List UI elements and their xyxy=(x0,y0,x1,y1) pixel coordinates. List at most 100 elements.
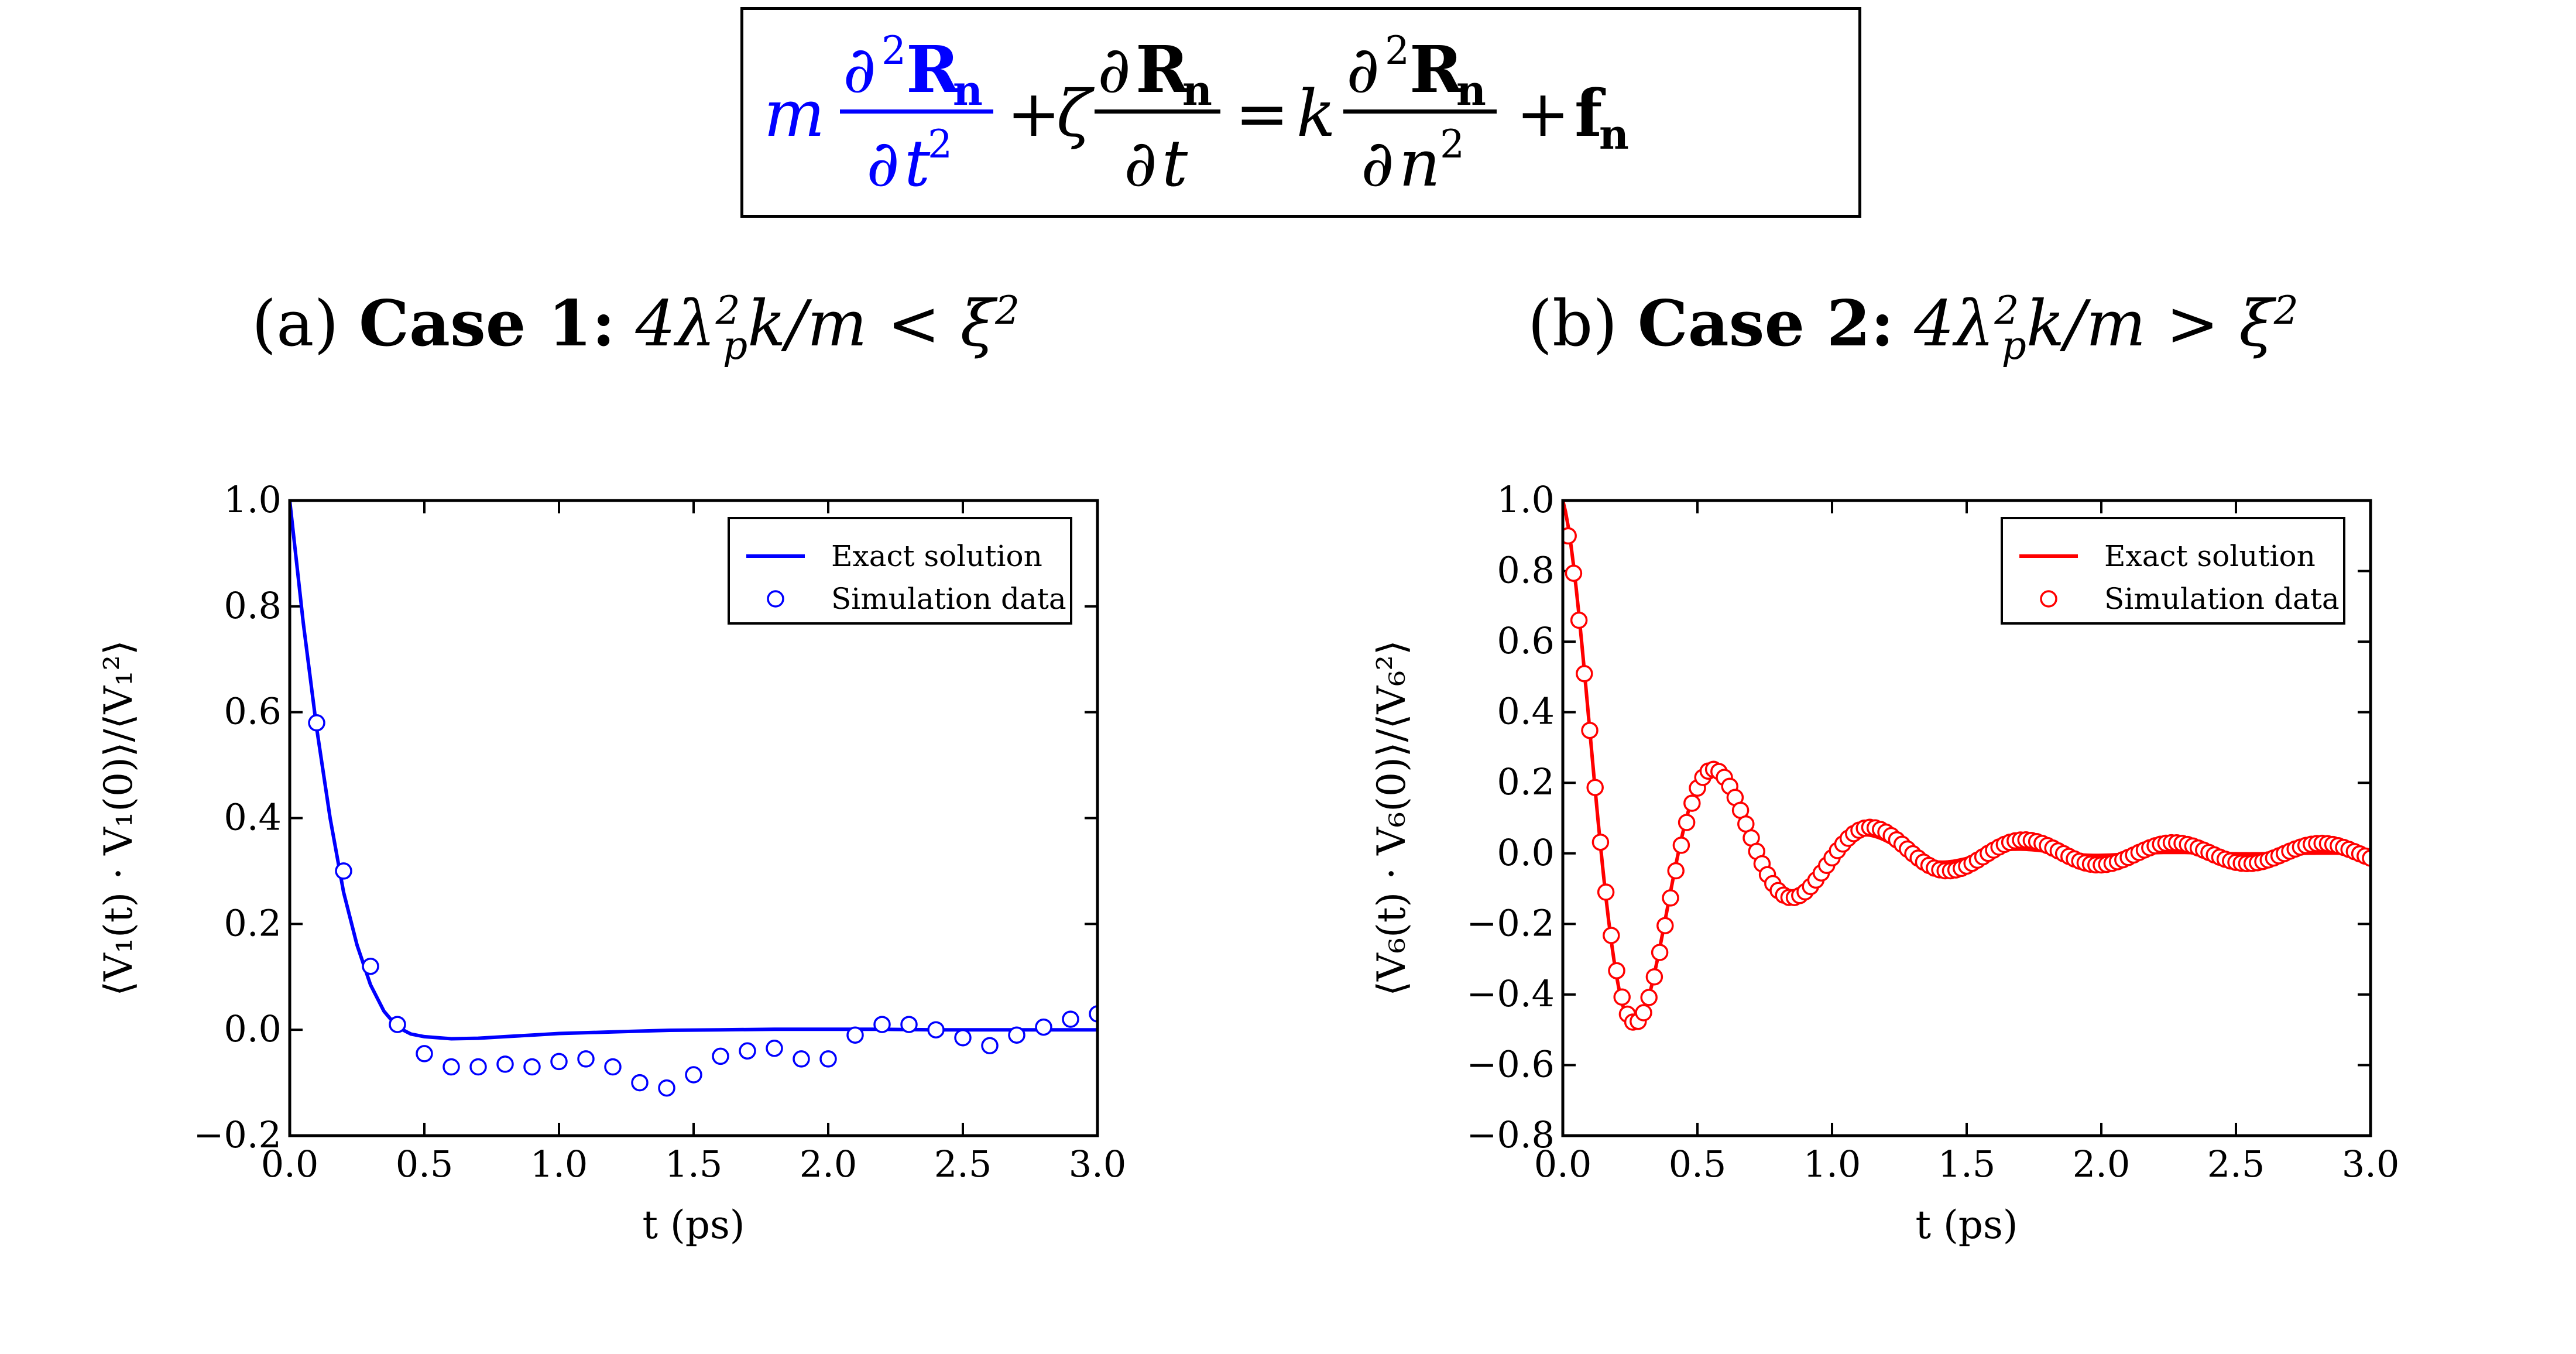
simulation-data-point xyxy=(793,1050,810,1068)
svg-text:2: 2 xyxy=(881,28,906,73)
svg-text:R: R xyxy=(1409,32,1464,107)
simulation-data-point xyxy=(577,1050,595,1068)
simulation-data-point xyxy=(1613,988,1631,1006)
x-tick-label: 3.0 xyxy=(2342,1143,2400,1185)
x-tick-label: 0.0 xyxy=(261,1143,319,1185)
chart-panel-b: 0.0 0.5 1.0 1.5 2.0 2.5 3.0 −0.8 −0.6 −0.4 −0.2 0.0… xyxy=(1369,478,2399,1247)
x-tick-label: 1.0 xyxy=(530,1143,588,1185)
x-tick-label: 1.0 xyxy=(1803,1143,1861,1185)
simulation-data-point xyxy=(1656,917,1674,934)
simulation-data-point xyxy=(1640,989,1658,1006)
y-axis-label: ⟨V₆(t) · V₆(0)⟩/⟨V₆²⟩ xyxy=(1369,640,1414,996)
simulation-data-point xyxy=(1035,1018,1052,1036)
svg-text:R: R xyxy=(906,32,961,107)
simulation-data-point xyxy=(712,1047,729,1065)
svg-text:n: n xyxy=(1182,66,1212,115)
simulation-data-point xyxy=(362,957,379,975)
svg-text:∂: ∂ xyxy=(1361,126,1394,201)
simulation-data-point xyxy=(739,1042,756,1060)
simulation-data-point xyxy=(1062,1010,1079,1028)
simulation-data-point xyxy=(819,1050,837,1068)
simulation-data-point xyxy=(389,1016,406,1033)
svg-text:t: t xyxy=(904,126,931,201)
y-tick-label: 1.0 xyxy=(224,478,282,521)
legend-marker-swatch xyxy=(2040,590,2057,608)
caption-b-prefix: (b) xyxy=(1528,287,1618,361)
y-tick-label: −0.2 xyxy=(1466,901,1555,944)
y-tick-label: −0.8 xyxy=(1466,1113,1555,1156)
simulation-data-point xyxy=(1603,927,1620,944)
svg-text:2: 2 xyxy=(1440,122,1464,167)
simulation-data-point xyxy=(550,1053,568,1071)
simulation-data-point xyxy=(1576,665,1593,683)
svg-text:k: k xyxy=(1296,76,1336,151)
simulation-data-point xyxy=(1581,721,1599,739)
y-tick-label: 0.6 xyxy=(224,690,282,733)
simulation-data-point xyxy=(1645,968,1663,986)
simulation-data-point xyxy=(308,714,325,732)
simulation-data-point xyxy=(443,1058,460,1076)
caption-b-condition: 4λ2pk/m > ξ2 xyxy=(1914,287,2299,368)
x-axis-label: t (ps) xyxy=(1915,1202,2018,1247)
simulation-data-point xyxy=(523,1058,541,1076)
simulation-data-point xyxy=(1662,889,1679,907)
simulation-data-point xyxy=(1591,833,1610,851)
simulation-data-point xyxy=(1672,837,1690,854)
y-tick-label: −0.4 xyxy=(1466,972,1555,1015)
x-tick-label: 0.5 xyxy=(1669,1143,1727,1185)
svg-text:n: n xyxy=(953,66,983,115)
svg-text:∂: ∂ xyxy=(1346,32,1380,107)
legend-simulation-data-label: Simulation data xyxy=(2104,582,2340,616)
simulation-data-point xyxy=(1651,944,1669,961)
svg-text:∂: ∂ xyxy=(1124,126,1157,201)
caption-a-prefix: (a) xyxy=(252,287,339,361)
legend-simulation-data-label: Simulation data xyxy=(831,582,1066,616)
caption-case-1: (a) Case 1: 4λ2pk/m < ξ2 xyxy=(252,287,1020,368)
legend-exact-solution-label: Exact solution xyxy=(2104,539,2316,573)
y-tick-label: 1.0 xyxy=(1497,478,1555,521)
simulation-data-point xyxy=(658,1079,675,1097)
plot-frame xyxy=(1561,499,2372,1137)
y-tick-label: 0.4 xyxy=(224,796,282,839)
x-tick-label: 2.0 xyxy=(2073,1143,2131,1185)
x-tick-label: 3.0 xyxy=(1069,1143,1127,1185)
simulation-data-point xyxy=(873,1016,891,1033)
simulation-data-point xyxy=(1678,814,1696,831)
simulation-data-point xyxy=(1008,1026,1025,1044)
simulation-data-point xyxy=(1089,1005,1097,1023)
svg-text:+: + xyxy=(1007,76,1061,151)
svg-text:∂: ∂ xyxy=(866,126,900,201)
x-tick-label: 1.5 xyxy=(665,1143,723,1185)
x-axis-label: t (ps) xyxy=(642,1202,745,1247)
simulation-data-point xyxy=(1563,527,1577,545)
simulation-data-point xyxy=(1608,962,1625,979)
caption-a-title: Case 1: xyxy=(359,287,616,361)
svg-text:n: n xyxy=(1456,66,1486,115)
simulation-data-point xyxy=(981,1037,999,1055)
caption-b-title: Case 2: xyxy=(1637,287,1894,361)
simulation-data-point xyxy=(604,1058,622,1076)
x-tick-label: 2.0 xyxy=(800,1143,857,1185)
svg-text:∂: ∂ xyxy=(843,32,876,107)
simulation-data-point xyxy=(685,1066,702,1084)
svg-text:2: 2 xyxy=(1385,28,1409,73)
simulation-data-point xyxy=(631,1074,649,1092)
simulation-data-point xyxy=(2362,849,2371,867)
simulation-data-point xyxy=(900,1016,918,1033)
legend-marker-swatch xyxy=(767,590,784,608)
simulation-data-point xyxy=(1570,611,1588,629)
simulation-data-point xyxy=(1667,862,1685,880)
simulation-data-point xyxy=(1565,564,1583,582)
simulation-data-point xyxy=(846,1026,864,1044)
simulation-data-point xyxy=(416,1045,433,1062)
svg-text:∂: ∂ xyxy=(1097,32,1131,107)
svg-text:f: f xyxy=(1575,76,1606,151)
x-tick-label: 1.5 xyxy=(1938,1143,1996,1185)
svg-text:R: R xyxy=(1136,32,1190,107)
simulation-data-point xyxy=(766,1040,783,1057)
legend-box xyxy=(2001,517,2345,625)
svg-text:+: + xyxy=(1516,76,1570,151)
y-tick-label: 0.4 xyxy=(1497,690,1555,733)
y-tick-label: −0.2 xyxy=(193,1113,282,1156)
svg-text:2: 2 xyxy=(928,122,952,167)
